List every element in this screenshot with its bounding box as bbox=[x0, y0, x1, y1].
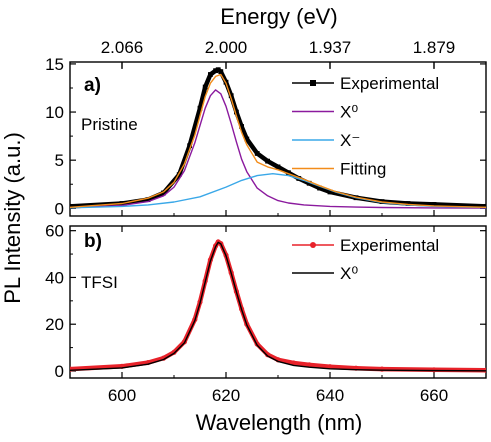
series-line-a-Experimental bbox=[70, 67, 486, 209]
data-point-b bbox=[306, 362, 312, 368]
data-point-a bbox=[275, 164, 281, 170]
data-point-a bbox=[239, 124, 244, 129]
x-axis-title: Wavelength (nm) bbox=[196, 410, 363, 435]
legend-marker-b bbox=[310, 242, 316, 248]
panel-label-a: a) bbox=[84, 75, 101, 96]
data-point-a bbox=[286, 170, 291, 176]
x-tick-label: 640 bbox=[316, 386, 344, 405]
y-tick-label-b: 20 bbox=[45, 315, 64, 334]
axis-chrome: 600 620 640 660 2.066 2.000 1.937 1.879 bbox=[101, 38, 456, 405]
sample-label-a: Pristine bbox=[81, 115, 138, 134]
y-tick-label-b: 40 bbox=[45, 268, 64, 287]
data-point-a bbox=[306, 180, 312, 186]
data-point-a bbox=[218, 69, 224, 75]
top-axis-tick-label: 1.879 bbox=[413, 38, 456, 57]
data-point-a bbox=[145, 197, 151, 203]
legend-label-a: X⁰ bbox=[340, 103, 358, 122]
y-tick-label-a: 5 bbox=[55, 151, 64, 170]
data-point-a bbox=[176, 172, 182, 178]
data-point-a bbox=[161, 190, 166, 196]
data-point-a bbox=[215, 67, 221, 73]
y-tick-label-a: 10 bbox=[45, 103, 64, 122]
top-axis-title: Energy (eV) bbox=[220, 4, 337, 29]
series-line-b-Experimental bbox=[70, 239, 486, 373]
y-tick-label-b: 0 bbox=[55, 362, 64, 381]
data-point-a bbox=[483, 203, 486, 209]
legend-marker-a bbox=[310, 80, 316, 86]
data-point-a bbox=[254, 151, 260, 156]
legend-label-a: Fitting bbox=[340, 160, 386, 179]
top-axis-tick-label: 1.937 bbox=[309, 38, 352, 57]
legend-label-a: Experimental bbox=[340, 74, 439, 93]
sample-label-b: TFSI bbox=[81, 273, 118, 292]
data-point-b bbox=[70, 366, 73, 372]
panel-a: 0 5 10 15 a) Pristine Experimental X⁰ X⁻ Fitting bbox=[45, 55, 487, 218]
data-point-a bbox=[70, 203, 73, 209]
data-point-a bbox=[431, 202, 437, 207]
panel-b: 0 20 40 60 b) TFSI Experimental X⁰ bbox=[45, 222, 487, 381]
legend-label-a: X⁻ bbox=[340, 131, 360, 150]
data-point-a bbox=[234, 109, 239, 115]
data-point-a bbox=[244, 136, 250, 142]
series-line-a-Fitting bbox=[70, 73, 486, 208]
data-point-b bbox=[291, 360, 297, 366]
data-point-a bbox=[213, 68, 218, 74]
data-point-a bbox=[202, 84, 208, 90]
y-tick-label-a: 0 bbox=[55, 199, 64, 218]
data-point-a bbox=[405, 201, 411, 206]
x-tick-label: 660 bbox=[420, 386, 448, 405]
legend-label-b: Experimental bbox=[340, 236, 439, 255]
panel-label-b: b) bbox=[84, 231, 102, 252]
data-point-a bbox=[265, 158, 270, 164]
data-point-a bbox=[197, 105, 203, 111]
top-axis-tick-label: 2.000 bbox=[205, 38, 248, 57]
x-tick-label: 620 bbox=[212, 386, 240, 405]
data-point-a bbox=[208, 72, 213, 77]
series-line-b-X⁰ bbox=[70, 241, 486, 372]
data-point-a bbox=[317, 185, 322, 191]
data-point-b bbox=[379, 366, 385, 372]
y-axis-title: PL Intensity (a.u.) bbox=[0, 132, 25, 304]
y-tick-label-a: 15 bbox=[45, 55, 64, 74]
data-point-a bbox=[228, 93, 234, 99]
y-tick-label-b: 60 bbox=[45, 222, 64, 241]
x-tick-label: 600 bbox=[108, 386, 136, 405]
data-point-a bbox=[327, 189, 333, 195]
series-line-a-X⁰ bbox=[70, 89, 486, 209]
legend-label-b: X⁰ bbox=[340, 264, 358, 283]
top-axis-tick-label: 2.066 bbox=[101, 38, 144, 57]
data-point-a bbox=[187, 143, 192, 149]
data-point-b bbox=[431, 367, 437, 373]
